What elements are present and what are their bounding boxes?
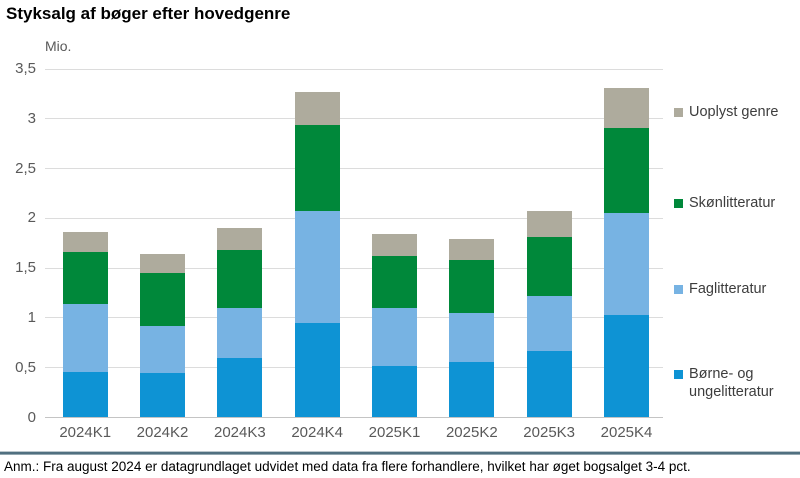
- legend-item: Uoplyst genre: [674, 103, 800, 121]
- bar-segment: [526, 350, 572, 418]
- legend-item: Faglitteratur: [674, 280, 800, 298]
- bar-segment: [294, 211, 340, 323]
- legend-swatch-icon: [674, 284, 683, 294]
- x-tick-label: 2025K1: [368, 424, 421, 441]
- bar-segment: [62, 252, 108, 304]
- y-tick-label: 3,5: [15, 60, 36, 77]
- bar-segment: [604, 87, 649, 128]
- bar-segment: [294, 322, 340, 418]
- bar-segment: [217, 250, 263, 308]
- gridline: [45, 217, 663, 219]
- gridline: [45, 68, 663, 70]
- bar-segment: [217, 357, 263, 418]
- legend-item: Skønlitteratur: [674, 194, 800, 212]
- bar-segment: [526, 296, 572, 351]
- bar-segment: [449, 361, 495, 418]
- y-tick-label: 0: [27, 408, 36, 426]
- legend-swatch-icon: [674, 198, 683, 208]
- bar-segment: [449, 239, 495, 261]
- x-tick-label: 2024K1: [59, 424, 112, 441]
- chart-title: Styksalg af bøger efter hovedgenre: [6, 4, 291, 23]
- bar-segment: [294, 91, 340, 125]
- legend-label: Faglitteratur: [689, 280, 767, 297]
- legend-label: Skønlitteratur: [689, 194, 776, 211]
- bar-segment: [62, 303, 108, 372]
- bar-segment: [62, 232, 108, 253]
- y-tick-label: 2: [27, 209, 36, 227]
- bar-segment: [526, 211, 572, 238]
- gridline: [45, 317, 663, 319]
- y-tick-label: 3: [27, 109, 36, 127]
- bar-segment: [372, 365, 418, 418]
- gridline: [45, 118, 663, 120]
- legend-label: Uoplyst genre: [689, 104, 779, 120]
- bar-segment: [604, 213, 649, 315]
- bar-segment: [217, 307, 263, 358]
- bar-segment: [217, 228, 263, 251]
- x-tick-label: 2024K2: [136, 424, 189, 441]
- y-tick-label: 1,5: [15, 259, 36, 277]
- y-tick-label: 2,5: [15, 159, 36, 177]
- bar-segment: [372, 256, 418, 308]
- bar-segment: [449, 260, 495, 313]
- legend-item: Børne- og ungelitteratur: [674, 365, 800, 401]
- bar-segment: [449, 312, 495, 362]
- y-tick-label: 0,5: [15, 358, 36, 376]
- bar-segment: [372, 307, 418, 366]
- legend-label: Børne- og ungelitteratur: [689, 366, 774, 400]
- footnote-divider: [0, 451, 800, 455]
- x-tick-label: 2024K4: [291, 424, 344, 441]
- y-tick-label: 1: [27, 308, 36, 326]
- x-tick-label: 2025K3: [523, 424, 576, 441]
- bar-segment: [140, 273, 186, 326]
- bar-segment: [140, 254, 186, 274]
- bar-segment: [604, 314, 649, 418]
- bar-segment: [526, 237, 572, 296]
- bar-segment: [372, 234, 418, 257]
- bar-segment: [604, 127, 649, 214]
- gridline: [45, 267, 663, 269]
- bar-segment: [140, 325, 186, 373]
- legend-swatch-icon: [674, 108, 683, 117]
- gridline: [45, 168, 663, 170]
- bar-segment: [62, 371, 108, 418]
- x-tick-label: 2025K2: [445, 424, 498, 441]
- y-axis-unit-label: Mio.: [45, 38, 72, 54]
- plot-area: 3,5 3 2,5 2 1,5 1 0,5 0 2024K1 2024K2 2024K3 2024K4…: [15, 60, 663, 441]
- x-tick-label: 2025K4: [600, 424, 653, 441]
- x-tick-label: 2024K3: [213, 424, 266, 441]
- bar-segment: [294, 124, 340, 212]
- gridline: [45, 367, 663, 369]
- bar-segment: [140, 372, 186, 418]
- footnote: Anm.: Fra august 2024 er datagrundlaget …: [4, 459, 691, 474]
- legend-swatch-icon: [674, 370, 683, 379]
- x-axis-line: [45, 417, 663, 418]
